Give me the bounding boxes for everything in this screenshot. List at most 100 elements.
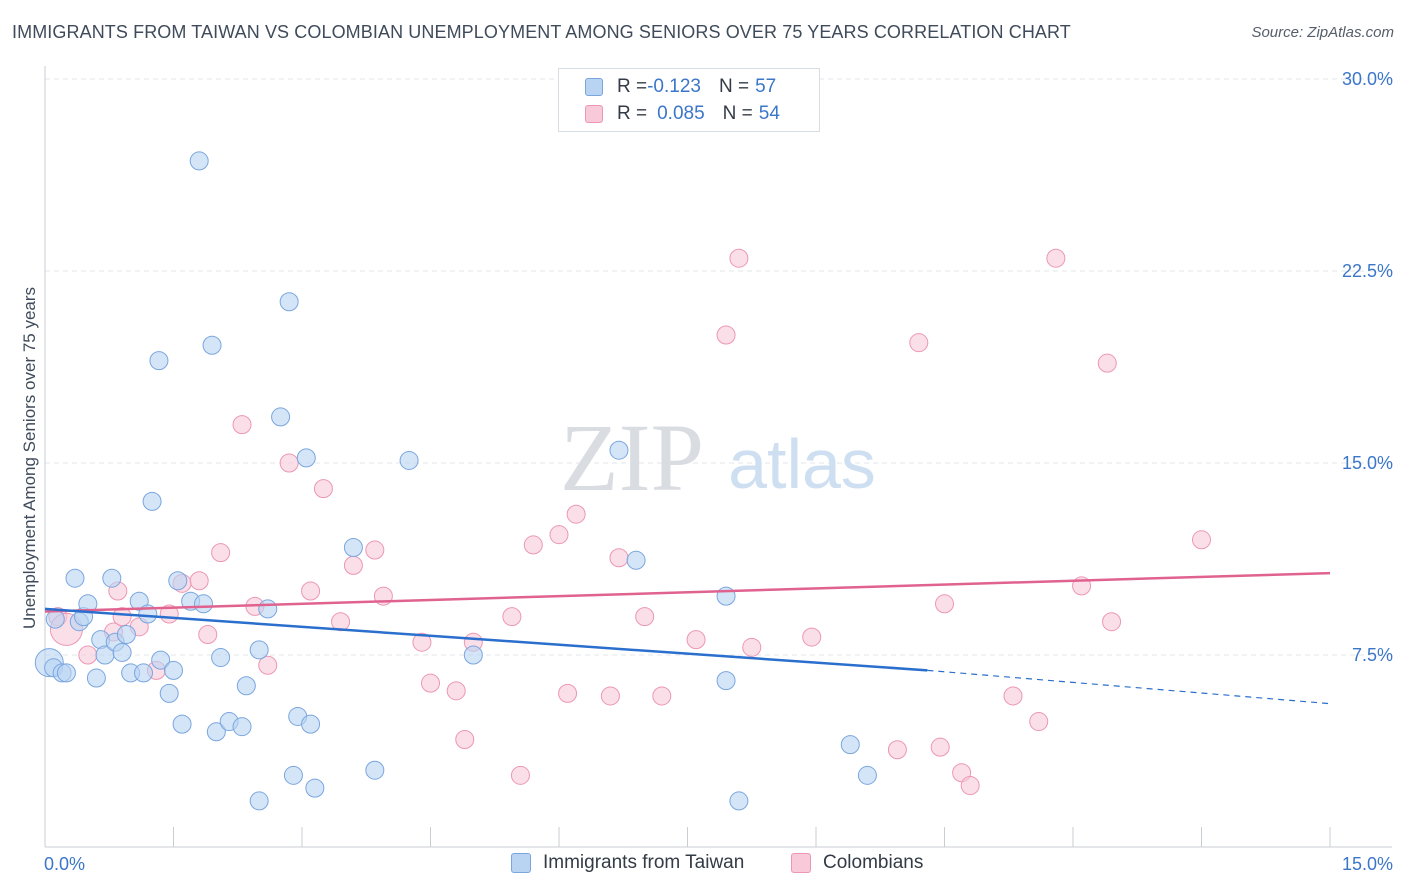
taiwan-point <box>236 676 256 696</box>
taiwan-point <box>193 594 213 614</box>
legend-r-value: -0.123 <box>647 76 701 97</box>
colombian-point <box>930 737 950 757</box>
taiwan-point <box>365 760 385 780</box>
taiwan-point <box>399 450 419 470</box>
colombian-point <box>365 540 385 560</box>
taiwan-point <box>271 407 291 427</box>
taiwan-point <box>189 151 209 171</box>
taiwan-point <box>343 537 363 557</box>
taiwan-trend-extension <box>927 669 1331 705</box>
legend-n-label: N = <box>718 76 750 97</box>
colombian-trend-line <box>44 571 1331 613</box>
legend-swatch-colombians <box>791 853 811 873</box>
colombian-point <box>887 740 907 760</box>
colombian-point <box>1192 530 1211 550</box>
taiwan-point <box>609 440 629 460</box>
colombian-point <box>412 632 432 652</box>
taiwan-point <box>168 571 188 591</box>
x-tick-label: 0.0% <box>44 854 85 874</box>
taiwan-point <box>134 663 154 683</box>
taiwan-point <box>159 683 179 703</box>
colombian-point <box>742 637 762 657</box>
taiwan-point <box>840 735 860 755</box>
taiwan-point <box>112 642 132 662</box>
colombian-point <box>1097 353 1117 373</box>
taiwan-point <box>172 714 192 734</box>
taiwan-point <box>45 609 65 629</box>
colombian-point <box>609 548 629 568</box>
taiwan-point <box>102 568 122 588</box>
taiwan-point <box>258 599 278 619</box>
series-colombians <box>48 248 1211 796</box>
colombian-point <box>421 673 440 693</box>
legend-item-colombians[interactable]: Colombians <box>791 852 923 874</box>
legend-swatch-taiwan <box>585 78 603 96</box>
legend-n-label: N = <box>722 103 753 124</box>
taiwan-point <box>164 660 183 680</box>
taiwan-point <box>86 668 106 688</box>
colombian-point <box>1102 612 1122 632</box>
colombian-point <box>78 645 98 665</box>
colombian-point <box>211 543 231 563</box>
taiwan-point <box>626 550 646 570</box>
legend-n-value: 57 <box>755 76 777 97</box>
series-taiwan <box>34 151 877 811</box>
colombian-point <box>455 729 475 749</box>
colombian-point <box>549 525 569 545</box>
y-tick-label: 15.0% <box>1342 453 1393 473</box>
legend-row-taiwan: R = -0.123 N = 57 <box>585 75 776 99</box>
colombian-point <box>510 765 530 785</box>
colombian-point <box>523 535 543 555</box>
watermark-atlas: atlas <box>728 425 876 503</box>
grid-lines <box>45 78 1392 656</box>
colombian-point <box>301 581 321 601</box>
colombian-point <box>1046 248 1066 268</box>
taiwan-point <box>249 791 269 811</box>
taiwan-trend-line <box>44 607 928 672</box>
colombian-point <box>313 479 333 499</box>
x-tick-label: 15.0% <box>1342 854 1393 874</box>
legend-label-colombians: Colombians <box>823 852 924 873</box>
colombian-point <box>935 594 954 614</box>
colombian-point <box>189 571 209 591</box>
taiwan-point <box>206 722 226 742</box>
colombian-point <box>566 504 586 524</box>
colombian-point <box>343 555 363 575</box>
colombian-point <box>600 686 620 706</box>
colombian-point <box>502 607 522 627</box>
legend-n-value: 54 <box>758 103 780 124</box>
axes <box>44 66 1392 848</box>
series-legend: Immigrants from Taiwan Colombians <box>0 852 1406 878</box>
legend-r-label: R = <box>617 76 648 97</box>
colombian-point <box>686 630 706 650</box>
taiwan-point <box>729 791 749 811</box>
legend-label-taiwan: Immigrants from Taiwan <box>543 852 745 873</box>
colombian-point <box>960 776 980 796</box>
colombian-point <box>258 655 278 675</box>
taiwan-point <box>249 640 269 660</box>
colombian-point <box>1003 686 1023 706</box>
colombian-point <box>558 683 578 703</box>
colombian-point <box>802 627 822 647</box>
colombian-point <box>232 415 252 435</box>
colombian-point <box>112 607 132 627</box>
colombian-point <box>909 333 929 353</box>
legend-r-label: R = <box>617 103 648 124</box>
taiwan-point <box>56 663 76 683</box>
colombian-point <box>446 681 466 701</box>
taiwan-point <box>116 625 136 645</box>
trend-lines <box>44 571 1331 705</box>
colombian-point <box>716 325 736 345</box>
taiwan-point <box>142 491 162 511</box>
legend-r-value: 0.085 <box>657 103 705 124</box>
taiwan-point <box>296 448 316 468</box>
legend-item-taiwan[interactable]: Immigrants from Taiwan <box>511 852 744 874</box>
taiwan-point <box>151 650 171 670</box>
colombian-point <box>279 453 299 473</box>
taiwan-point <box>305 778 325 798</box>
taiwan-point <box>301 714 321 734</box>
watermark-zip: ZIP <box>560 404 704 511</box>
colombian-point <box>1029 712 1049 732</box>
colombian-point <box>652 686 672 706</box>
